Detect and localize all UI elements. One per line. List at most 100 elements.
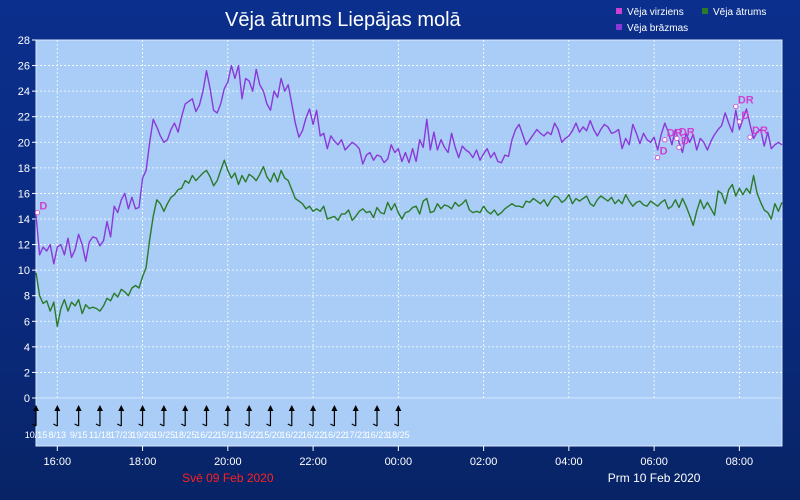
legend-swatch-direction [616,8,622,14]
y-tick-label: 20 [18,137,30,149]
direction-arrowhead [331,405,338,411]
x-tick-label: 06:00 [640,456,668,468]
direction-arrowhead [203,405,210,411]
direction-point [662,137,668,143]
x-tick-label: 08:00 [726,456,754,468]
x-tick-label: 20:00 [214,456,242,468]
direction-label: D [39,201,47,213]
direction-arrowhead [139,405,146,411]
y-tick-label: 22 [18,112,30,124]
direction-barb [308,423,314,427]
direction-barb [372,423,378,427]
direction-barb [223,423,229,427]
direction-point [676,144,682,150]
date-labels: Svē 09 Feb 2020 Prm 10 Feb 2020 [182,471,701,485]
direction-barb [138,423,143,427]
direction-strip-label: 8/13 [49,430,67,440]
direction-arrowhead [160,405,167,411]
direction-barb [180,423,186,427]
direction-arrowhead [267,405,274,411]
direction-arrowhead [33,405,39,411]
direction-barb [351,423,356,427]
y-tick-label: 26 [18,61,30,73]
legend-swatch-gusts [616,24,622,30]
direction-arrowhead [54,405,61,411]
y-tick-label: 0 [24,393,30,405]
direction-strip-label: 11/18 [89,430,111,440]
direction-barb [159,423,165,427]
grid [36,40,782,398]
direction-arrowhead [182,405,189,411]
direction-point [736,119,742,125]
date-label: Svē 09 Feb 2020 [182,471,274,485]
legend-label-gusts: Vēja brāzmas [627,23,688,34]
direction-barb [202,423,207,427]
direction-strip-label: 15/20 [259,430,282,440]
series-lines [35,64,783,328]
direction-strip-label: 10/15 [25,430,48,440]
date-label: Prm 10 Feb 2020 [608,471,701,485]
direction-arrowhead [96,405,103,411]
direction-barb [266,423,271,427]
x-tick-label: 02:00 [470,456,498,468]
y-tick-label: 14 [18,214,30,226]
direction-arrowhead [75,405,82,411]
y-tick-label: 8 [24,291,30,303]
direction-barb [394,423,399,427]
direction-strip-label: 16/22 [302,430,325,440]
x-tick-label: 00:00 [385,456,413,468]
direction-arrowhead [310,405,317,411]
direction-strip-label: 18/25 [387,430,410,440]
y-tick-label: 16 [18,188,30,200]
direction-strip-label: 17/23 [344,430,367,440]
direction-strip-label: 19/25 [153,430,176,440]
legend: Vēja virziens Vēja ātrums Vēja brāzmas [616,7,766,34]
y-tick-label: 10 [18,265,30,277]
legend-label-direction: Vēja virziens [627,7,684,18]
direction-strip-label: 16/22 [281,430,304,440]
direction-strip-label: 17/23 [110,430,133,440]
direction-barb [117,423,122,427]
y-tick-label: 18 [18,163,30,175]
direction-label: D [741,110,749,122]
x-tick-label: 04:00 [555,456,583,468]
direction-strip-label: 16/22 [195,430,218,440]
y-tick-label: 12 [18,240,30,252]
direction-arrowhead [395,405,402,411]
x-tick-label: 18:00 [129,456,157,468]
direction-arrowhead [118,405,125,411]
direction-strip-label: 9/15 [70,430,88,440]
x-tick-label: 16:00 [44,456,72,468]
direction-arrowhead [224,405,231,411]
direction-strip-label: 18/25 [174,430,197,440]
series-line [35,159,783,328]
direction-label: DR [752,125,768,137]
chart-title: Vēja ātrums Liepājas molā [225,9,462,31]
direction-barb [74,423,79,427]
direction-strip [35,397,783,447]
y-tick-label: 6 [24,316,30,328]
direction-barb [53,423,58,427]
direction-barb [31,423,37,427]
series-line [35,64,783,265]
direction-point [674,135,680,142]
direction-arrowhead [352,405,359,411]
direction-arrowhead [374,405,381,411]
direction-point [34,210,41,216]
direction-point [655,155,661,161]
direction-strip-label: 15/22 [238,430,261,440]
x-axis: 16:00 18:00 20:00 22:00 00:00 02:00 04:00 06:00… [44,446,754,468]
y-tick-label: 2 [24,367,30,379]
legend-label-speed: Vēja ātrums [713,7,766,18]
x-tick-label: 22:00 [299,456,327,468]
direction-strip-label: 15/21 [217,430,240,440]
direction-barb [95,423,101,427]
direction-arrowhead [288,405,295,411]
legend-swatch-speed [702,8,708,14]
direction-barb [244,423,250,427]
y-tick-label: 4 [24,342,30,354]
direction-label: DR [738,94,754,106]
